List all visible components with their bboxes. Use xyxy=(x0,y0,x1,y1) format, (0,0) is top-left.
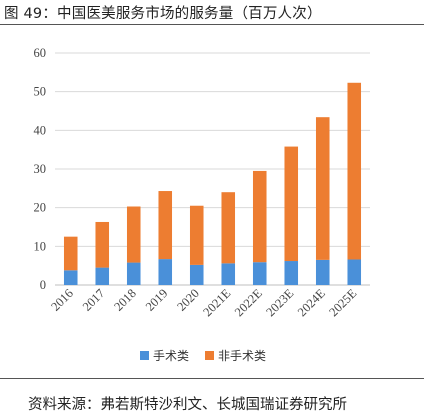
bar-non-surgical-2021E xyxy=(221,192,236,264)
x-tick-label: 2020 xyxy=(174,286,202,314)
top-divider xyxy=(0,24,424,25)
bar-surgical-2017 xyxy=(95,267,110,285)
bar-surgical-2020 xyxy=(189,264,204,285)
bar-non-surgical-2025E xyxy=(347,82,362,260)
y-tick-label: 10 xyxy=(34,239,47,253)
bar-non-surgical-2024E xyxy=(315,117,330,260)
bar-surgical-2022E xyxy=(252,262,267,285)
x-tick-label: 2025E xyxy=(326,286,359,319)
y-axis: 0 10 20 30 40 50 60 xyxy=(34,46,47,292)
bar-non-surgical-2018 xyxy=(126,206,141,263)
x-tick-label: 2023E xyxy=(263,286,296,319)
y-tick-label: 50 xyxy=(34,85,47,99)
bar-surgical-2024E xyxy=(315,259,330,285)
x-tick-label: 2016 xyxy=(48,286,76,314)
x-tick-label: 2017 xyxy=(80,286,108,314)
x-tick-label: 2019 xyxy=(143,286,171,314)
legend-label-surgical: 手术类 xyxy=(153,349,189,363)
bar-surgical-2016 xyxy=(63,270,78,285)
bars xyxy=(63,82,362,285)
y-tick-label: 20 xyxy=(34,201,47,215)
y-tick-label: 40 xyxy=(34,123,47,137)
y-tick-label: 60 xyxy=(34,46,47,60)
bar-surgical-2018 xyxy=(126,262,141,285)
legend-swatch-non-surgical xyxy=(205,351,214,360)
y-tick-label: 30 xyxy=(34,162,47,176)
bar-non-surgical-2019 xyxy=(158,191,173,260)
bar-non-surgical-2017 xyxy=(95,221,110,268)
bar-non-surgical-2016 xyxy=(63,236,78,271)
legend-swatch-surgical xyxy=(140,351,149,360)
bar-surgical-2025E xyxy=(347,259,362,285)
chart-title: 图 49：中国医美服务市场的服务量（百万人次） xyxy=(4,6,322,22)
legend: 手术类 非手术类 xyxy=(140,349,266,363)
x-axis: 2016 2017 2018 2019 20202021E2022E2023E2024E… xyxy=(48,286,359,319)
bar-non-surgical-2023E xyxy=(284,146,299,262)
x-tick-label: 2024E xyxy=(295,286,328,319)
legend-label-non-surgical: 非手术类 xyxy=(218,349,266,363)
bar-surgical-2023E xyxy=(284,261,299,285)
x-tick-label: 2022E xyxy=(232,286,265,319)
bar-surgical-2021E xyxy=(221,263,236,285)
x-tick-label: 2021E xyxy=(200,286,233,319)
bottom-divider xyxy=(0,378,424,379)
bar-non-surgical-2020 xyxy=(189,205,204,265)
bar-non-surgical-2022E xyxy=(252,170,267,263)
bar-surgical-2019 xyxy=(158,259,173,285)
x-tick-label: 2018 xyxy=(111,286,139,314)
source-note: 资料来源：弗若斯特沙利文、长城国瑞证券研究所 xyxy=(28,397,347,413)
y-tick-label: 0 xyxy=(40,278,46,292)
